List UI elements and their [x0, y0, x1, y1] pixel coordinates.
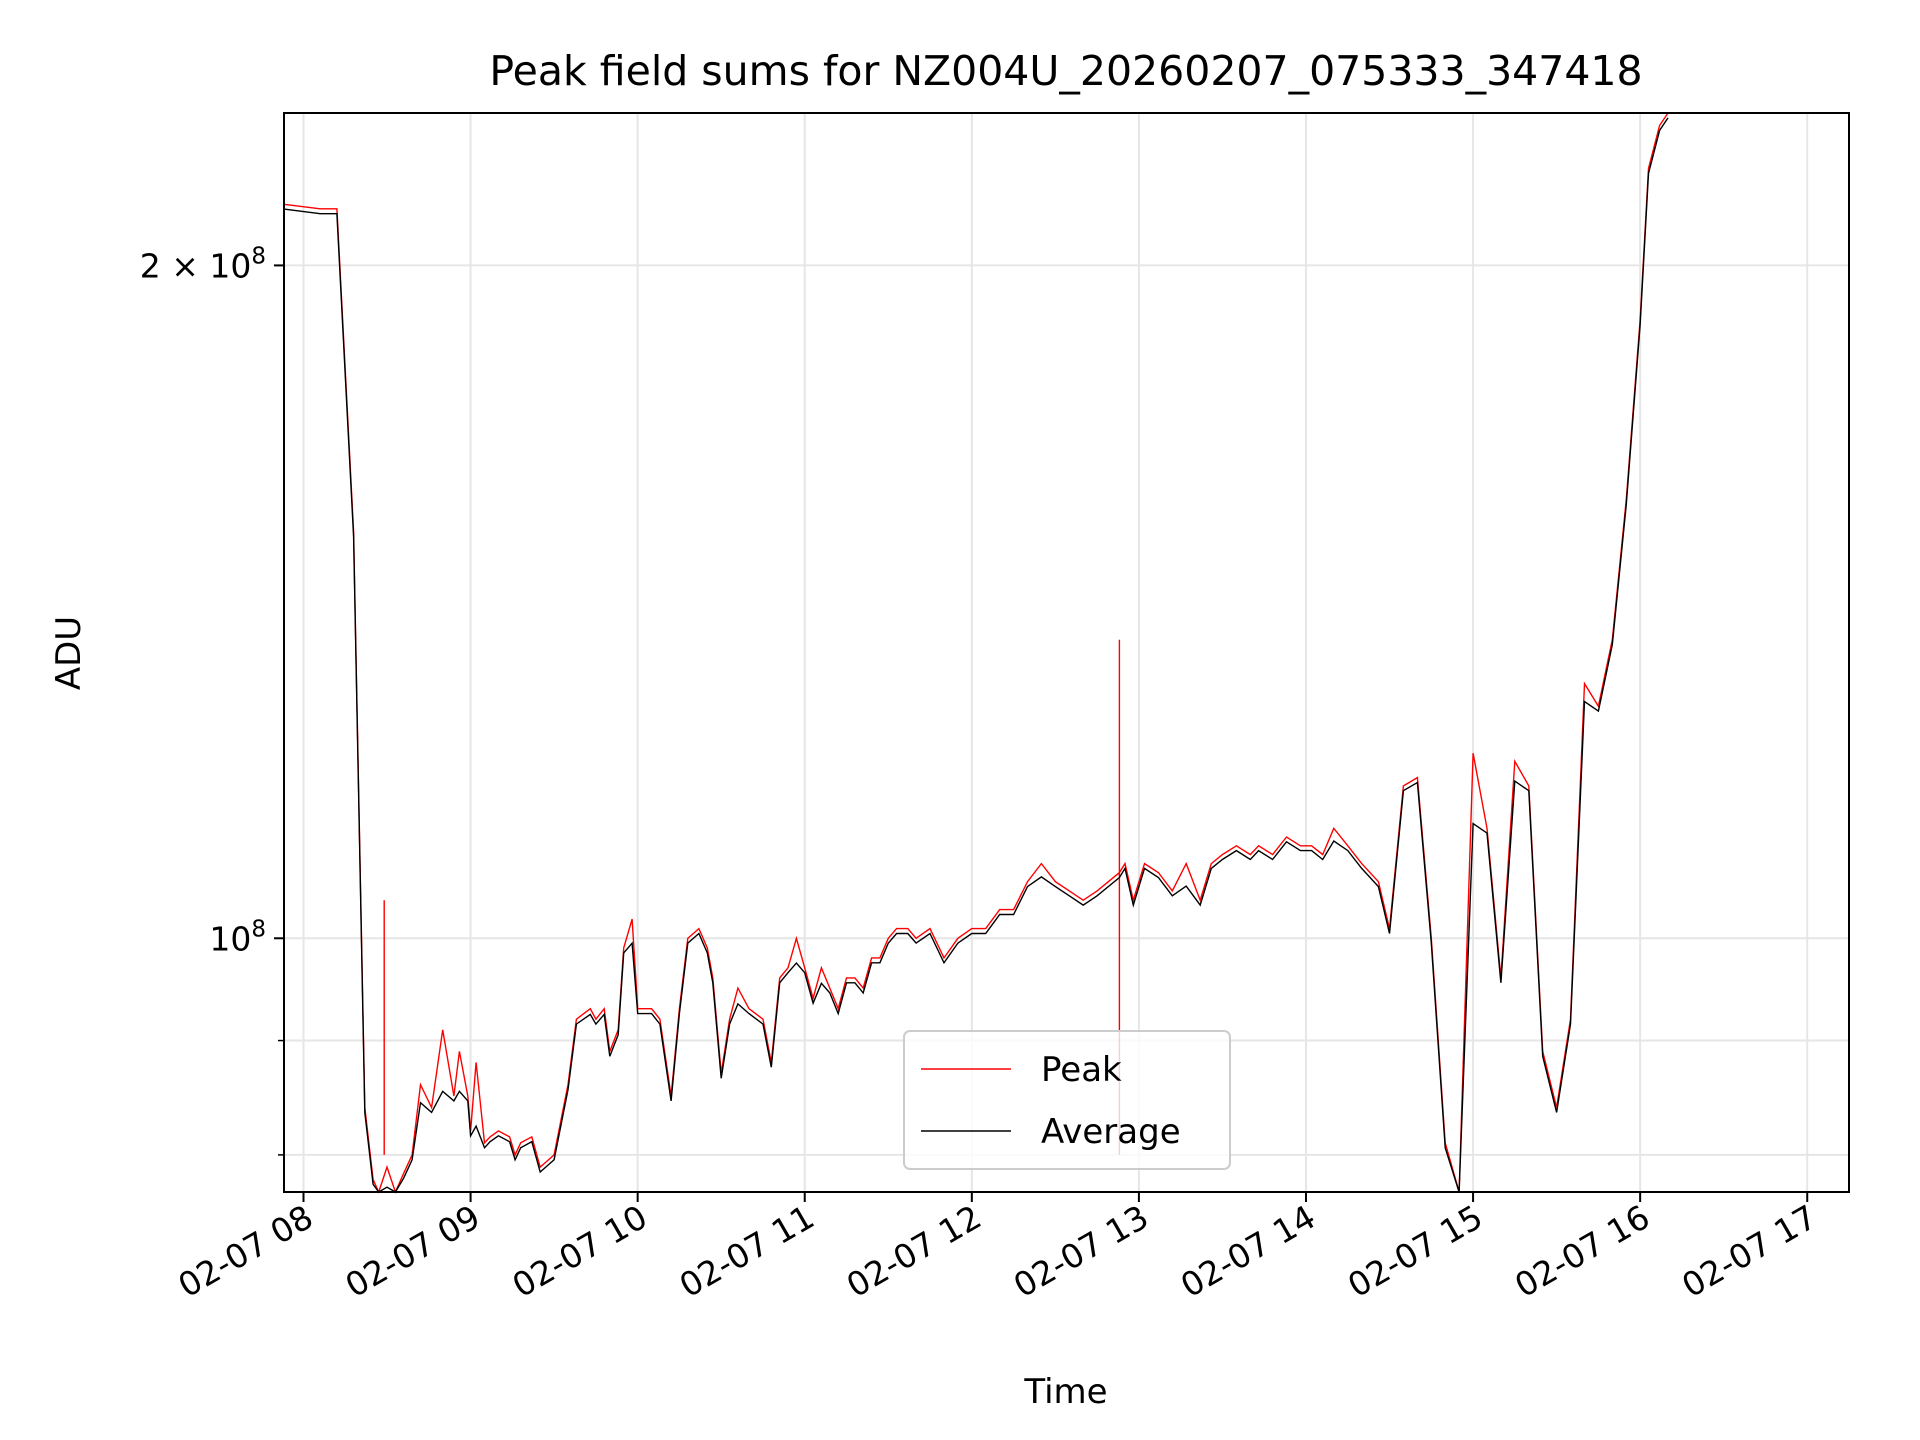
y-tick-label: 108 — [209, 916, 266, 958]
legend-box — [903, 1030, 1231, 1170]
plot-frame — [283, 112, 1850, 1193]
x-axis-label: Time — [1023, 1372, 1107, 1412]
legend-label-average: Average — [1041, 1112, 1181, 1152]
legend: Peak Average — [903, 1030, 1231, 1170]
y-axis-ticks: 108 2 × 108 — [140, 243, 284, 1156]
chart-title: Peak field sums for NZ004U_20260207_0753… — [489, 47, 1642, 95]
legend-label-peak: Peak — [1041, 1050, 1122, 1090]
y-tick-label: 2 × 108 — [140, 243, 266, 285]
series-line-average — [283, 117, 1669, 1193]
plot-lines — [283, 112, 1669, 1194]
y-axis-label: ADU — [49, 616, 89, 690]
